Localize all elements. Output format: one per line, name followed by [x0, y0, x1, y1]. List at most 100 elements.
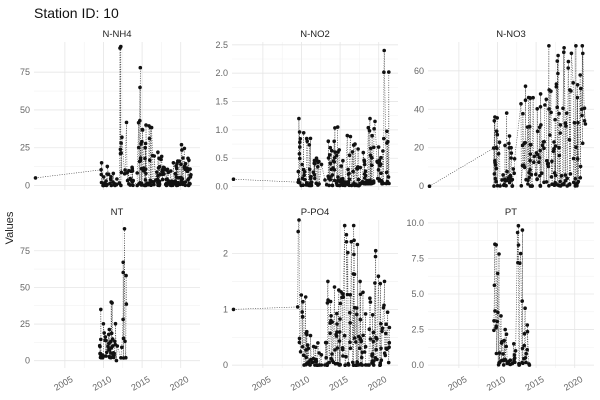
- data-point: [144, 123, 148, 127]
- data-point: [312, 173, 317, 177]
- data-point: [347, 153, 352, 157]
- data-point: [124, 302, 129, 306]
- data-point: [358, 165, 363, 170]
- data-point: [119, 170, 124, 175]
- data-point: [327, 360, 332, 365]
- data-point: [105, 350, 109, 355]
- data-point: [571, 81, 575, 85]
- data-point: [571, 156, 576, 161]
- data-point: [109, 331, 114, 336]
- data-point: [105, 182, 109, 187]
- x-tick-label: 2020: [366, 374, 388, 393]
- data-point: [516, 223, 521, 228]
- data-point: [504, 183, 508, 188]
- data-point: [181, 156, 185, 160]
- data-point: [501, 173, 505, 177]
- data-point: [333, 348, 337, 352]
- data-point: [351, 223, 356, 228]
- data-point: [301, 183, 305, 187]
- data-point: [182, 146, 187, 151]
- data-point: [538, 184, 543, 188]
- data-point: [106, 332, 111, 337]
- data-point: [526, 182, 530, 186]
- data-point: [358, 346, 362, 351]
- data-point: [558, 131, 562, 135]
- data-point: [328, 299, 333, 304]
- data-point: [497, 351, 502, 355]
- data-point: [124, 273, 128, 278]
- data-point: [143, 167, 148, 171]
- panel-n-no3: N-NO3 0 20 40 60: [414, 29, 594, 191]
- data-point: [494, 351, 499, 356]
- data-point: [518, 261, 522, 266]
- data-point: [549, 110, 553, 115]
- data-point: [379, 171, 383, 175]
- data-point: [576, 179, 581, 184]
- data-point: [569, 89, 573, 93]
- data-point: [386, 139, 390, 144]
- data-point: [373, 254, 378, 259]
- data-point: [303, 295, 308, 299]
- data-point: [346, 363, 351, 367]
- data-point: [496, 310, 500, 315]
- data-point: [529, 142, 533, 147]
- data-point: [540, 143, 545, 148]
- data-point: [343, 183, 347, 188]
- data-point: [535, 152, 540, 157]
- y-tick-label: 40: [414, 104, 424, 114]
- data-point: [509, 156, 513, 160]
- data-point: [578, 73, 582, 77]
- data-point: [121, 317, 125, 322]
- data-point: [562, 46, 566, 50]
- data-point: [384, 322, 388, 327]
- data-point: [356, 147, 360, 151]
- data-point: [155, 170, 159, 174]
- x-tick-label: 2015: [129, 374, 151, 393]
- data-point: [345, 133, 350, 138]
- data-point: [509, 145, 513, 150]
- y-tick-label: 75: [20, 67, 30, 77]
- data-point: [99, 168, 103, 172]
- data-point: [305, 329, 309, 334]
- data-point: [301, 299, 305, 304]
- data-point: [565, 176, 569, 181]
- data-point: [363, 173, 368, 178]
- data-point: [528, 152, 533, 156]
- data-point: [303, 177, 307, 182]
- data-point: [337, 339, 342, 343]
- data-point: [110, 337, 115, 341]
- data-point: [361, 333, 365, 338]
- data-point: [378, 363, 383, 367]
- data-point: [498, 184, 502, 188]
- data-point: [330, 148, 334, 153]
- data-point: [328, 145, 333, 150]
- y-tick-label: 7.5: [411, 253, 424, 263]
- data-point: [528, 158, 532, 163]
- data-point: [173, 171, 178, 176]
- data-point: [561, 106, 565, 111]
- data-point: [493, 176, 498, 181]
- data-point: [504, 111, 509, 115]
- data-point: [523, 84, 528, 88]
- data-point: [503, 357, 508, 362]
- data-point: [334, 153, 339, 158]
- data-point: [525, 323, 530, 327]
- data-point: [99, 161, 104, 165]
- data-point: [297, 336, 302, 341]
- data-point: [313, 176, 317, 181]
- data-point: [311, 356, 316, 361]
- panel-pt: PT 0.0 2.5 5.0 7.5 10.0 2005 2010 2015 2020: [406, 207, 594, 393]
- data-point: [109, 175, 113, 179]
- data-point: [566, 59, 571, 64]
- data-point: [522, 165, 527, 170]
- data-point: [555, 59, 560, 63]
- data-point: [362, 159, 367, 164]
- data-point: [360, 363, 365, 367]
- data-point: [123, 168, 127, 172]
- data-point: [330, 352, 334, 356]
- data-point: [495, 319, 500, 324]
- data-point: [528, 168, 532, 172]
- data-point: [538, 92, 543, 96]
- data-point: [549, 175, 554, 179]
- data-point: [152, 154, 156, 158]
